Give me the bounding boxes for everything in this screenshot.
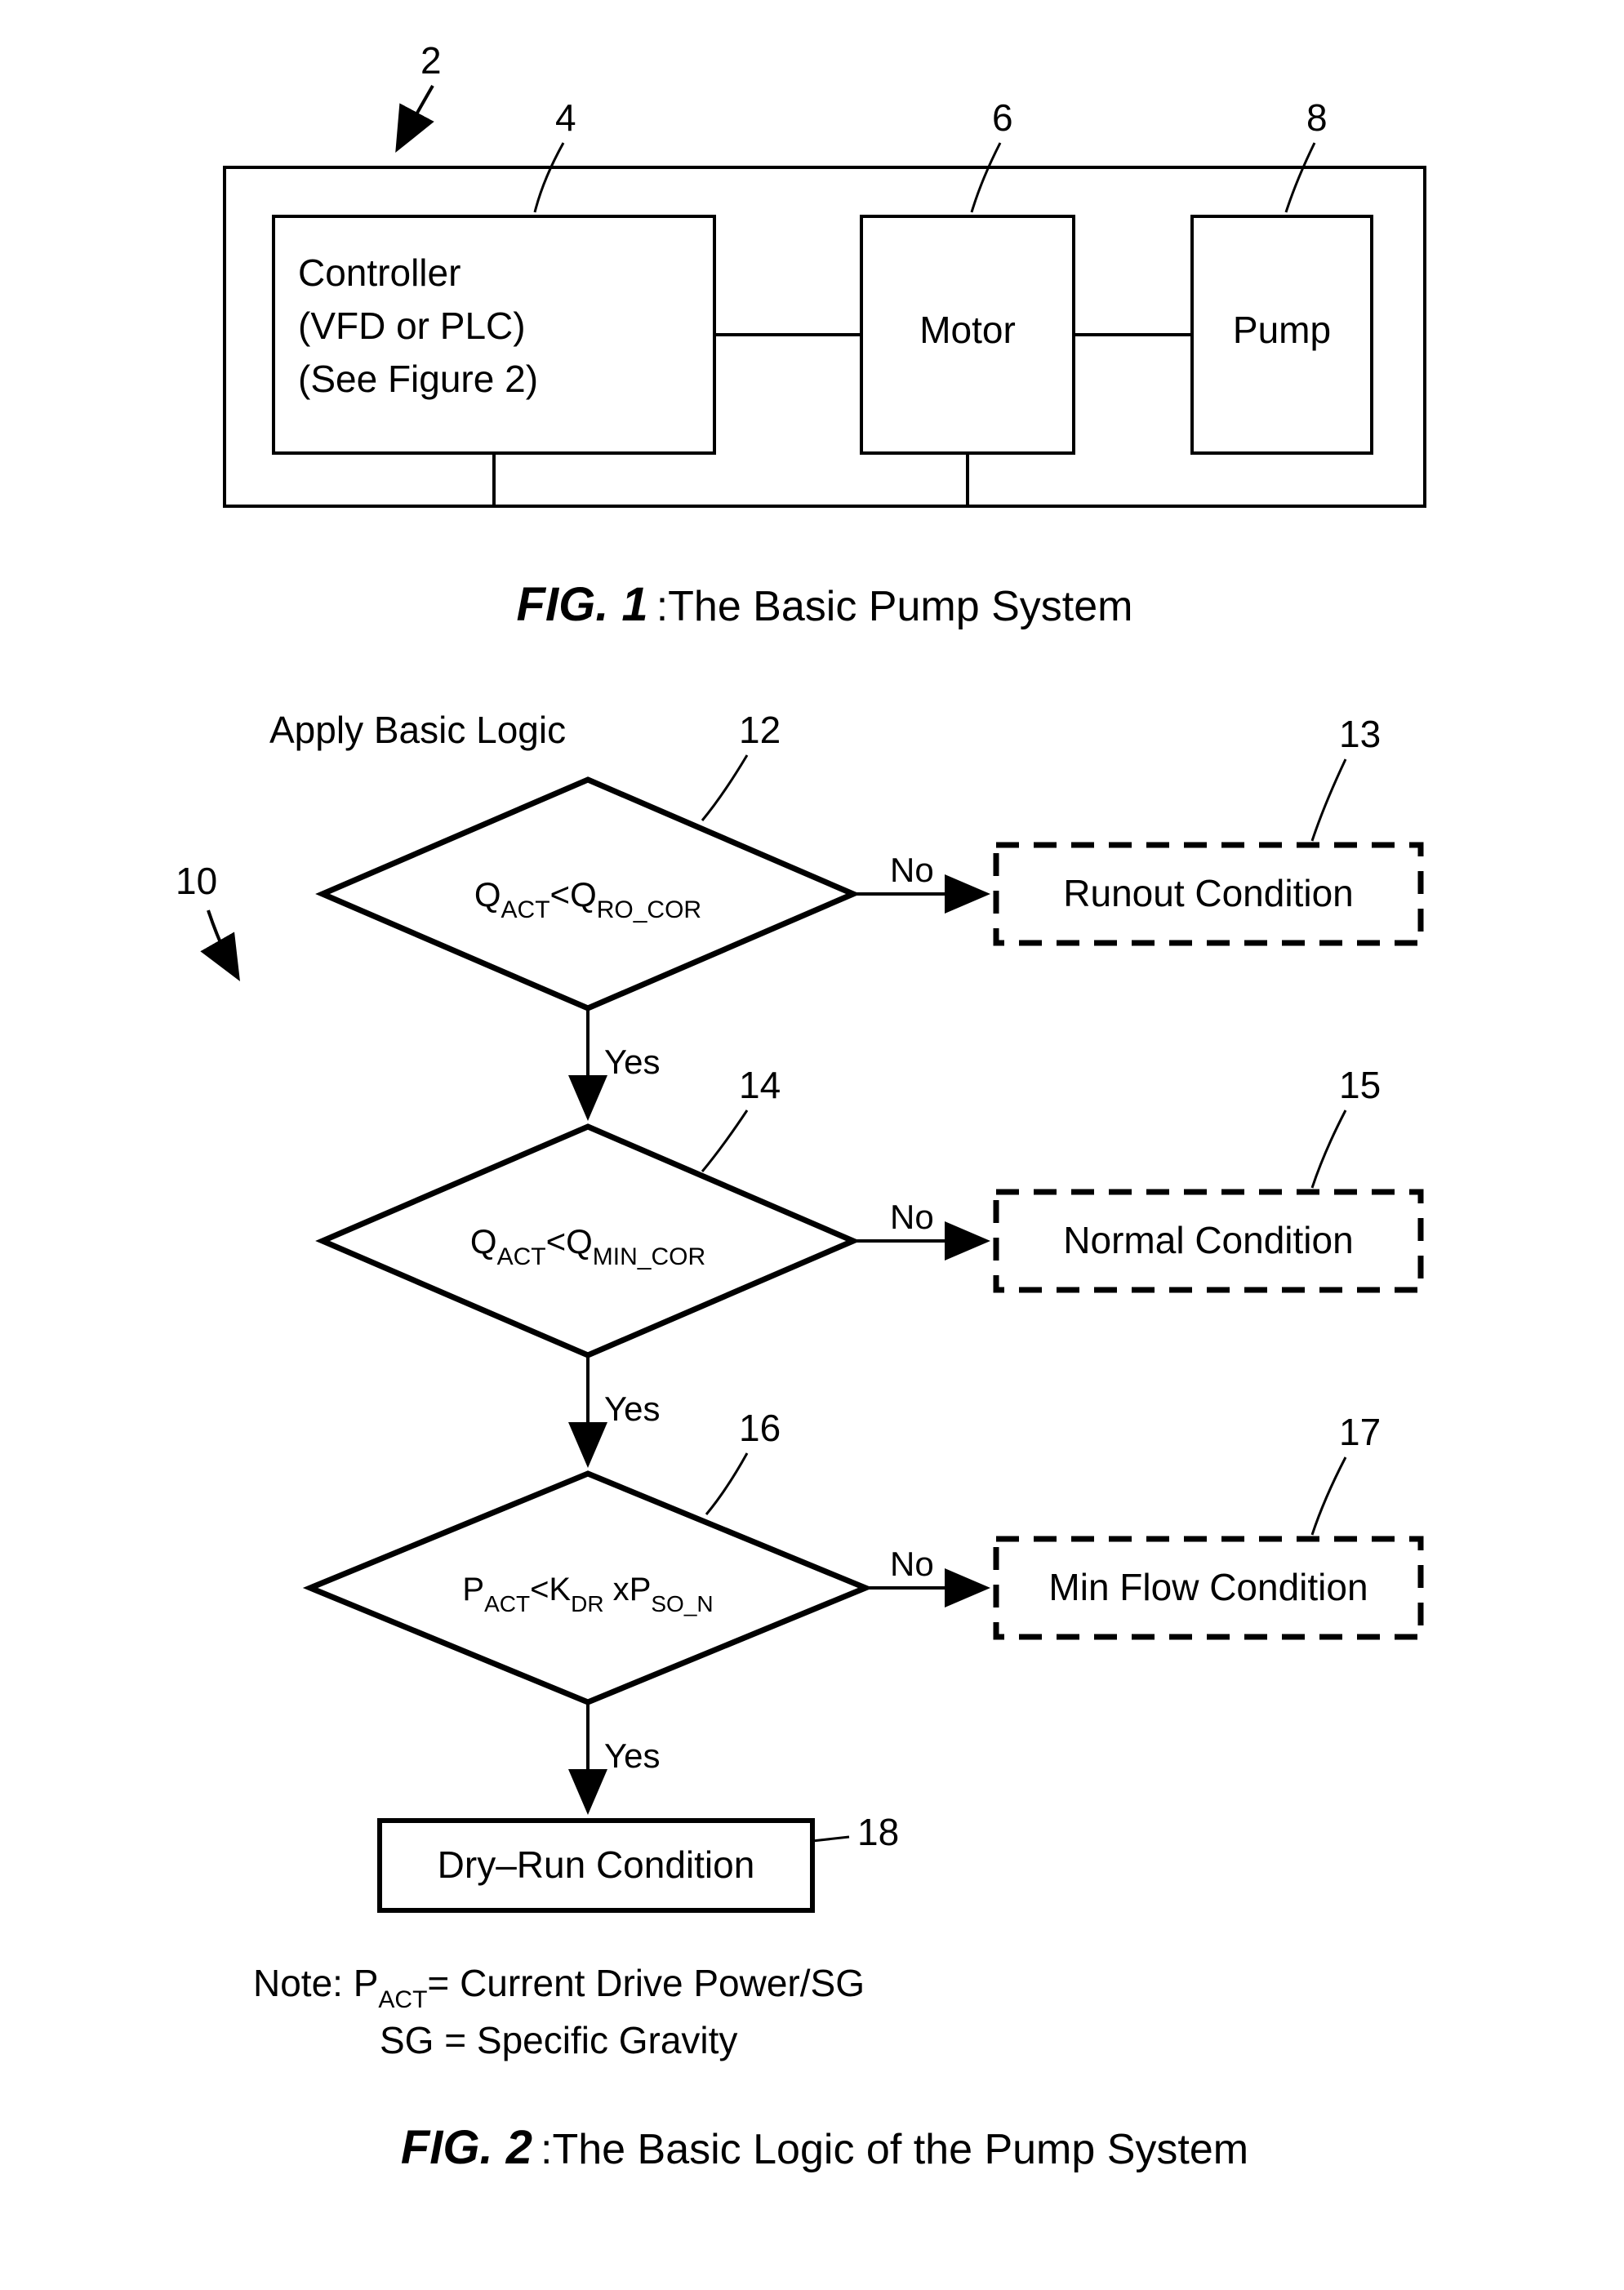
- decision1-result-leader: [1312, 759, 1346, 841]
- final-box-label-leader: [812, 1837, 849, 1841]
- decision3-diamond: PACT<KDR xPSO_N: [310, 1474, 865, 1702]
- svg-text:QACT<QMIN_COR: QACT<QMIN_COR: [470, 1222, 705, 1270]
- decision2-yes-label: Yes: [604, 1390, 661, 1428]
- decision3-result-leader: [1312, 1457, 1346, 1535]
- controller-line2: (VFD or PLC): [298, 305, 526, 347]
- decision3-yes-label: Yes: [604, 1736, 661, 1775]
- note-line1: Note: PACT= Current Drive Power/SG: [253, 1962, 865, 2013]
- final-box-label: 18: [857, 1811, 899, 1853]
- pump-label-leader: [1286, 143, 1315, 212]
- fig2-caption: FIG. 2:The Basic Logic of the Pump Syste…: [401, 2121, 1248, 2174]
- controller-label-leader: [535, 143, 563, 212]
- pump-text: Pump: [1233, 309, 1331, 351]
- decision1-diamond: QACT<QRO_COR: [323, 780, 853, 1008]
- decision3-result-box: Min Flow Condition: [996, 1539, 1421, 1637]
- decision3-result-text: Min Flow Condition: [1048, 1566, 1368, 1608]
- decision3-label: 16: [739, 1407, 781, 1449]
- controller-block: Controller (VFD or PLC) (See Figure 2): [274, 216, 714, 453]
- figure-2: Apply Basic Logic 12 10 QACT<QRO_COR No …: [176, 709, 1421, 2174]
- motor-label-leader: [972, 143, 1000, 212]
- decision2-result-text: Normal Condition: [1063, 1219, 1353, 1261]
- decision2-label: 14: [739, 1064, 781, 1106]
- fig2-leader-arrow: [208, 910, 237, 976]
- decision1-no-label: No: [890, 851, 934, 889]
- decision2-result-leader: [1312, 1110, 1346, 1188]
- fig2-heading: Apply Basic Logic: [269, 709, 566, 751]
- svg-text:QACT<QRO_COR: QACT<QRO_COR: [474, 875, 701, 923]
- decision2-no-label: No: [890, 1198, 934, 1236]
- decision1-result-box: Runout Condition: [996, 845, 1421, 943]
- final-box-text: Dry–Run Condition: [438, 1843, 755, 1886]
- fig1-caption: FIG. 1:The Basic Pump System: [517, 578, 1133, 631]
- final-box: Dry–Run Condition: [380, 1821, 812, 1910]
- decision2-label-leader: [702, 1110, 747, 1172]
- controller-line1: Controller: [298, 251, 461, 294]
- decision3-result-label: 17: [1339, 1411, 1381, 1453]
- pump-block: Pump: [1192, 216, 1372, 453]
- decision3-no-label: No: [890, 1545, 934, 1583]
- pump-label: 8: [1306, 96, 1328, 139]
- decision1-yes-label: Yes: [604, 1043, 661, 1081]
- diagram-container: 2 Controller (VFD or PLC) (See Figure 2)…: [33, 33, 1591, 2257]
- decision1-result-label: 13: [1339, 713, 1381, 755]
- motor-text: Motor: [919, 309, 1016, 351]
- decision1-result-text: Runout Condition: [1063, 872, 1353, 914]
- controller-label: 4: [555, 96, 576, 139]
- motor-label: 6: [992, 96, 1013, 139]
- figure-1: 2 Controller (VFD or PLC) (See Figure 2)…: [225, 39, 1425, 631]
- decision1-label-leader: [702, 755, 747, 820]
- decision2-result-box: Normal Condition: [996, 1192, 1421, 1290]
- motor-block: Motor: [861, 216, 1074, 453]
- decision3-label-leader: [706, 1453, 747, 1514]
- svg-text:PACT<KDR xPSO_N: PACT<KDR xPSO_N: [462, 1572, 713, 1616]
- decision2-diamond: QACT<QMIN_COR: [323, 1127, 853, 1355]
- decision2-result-label: 15: [1339, 1064, 1381, 1106]
- controller-line3: (See Figure 2): [298, 358, 538, 400]
- fig1-leader-label: 2: [420, 39, 442, 82]
- decision1-label: 12: [739, 709, 781, 751]
- fig1-leader-arrow: [398, 86, 433, 147]
- fig2-leader-label: 10: [176, 860, 217, 902]
- note-line2: SG = Specific Gravity: [380, 2019, 737, 2061]
